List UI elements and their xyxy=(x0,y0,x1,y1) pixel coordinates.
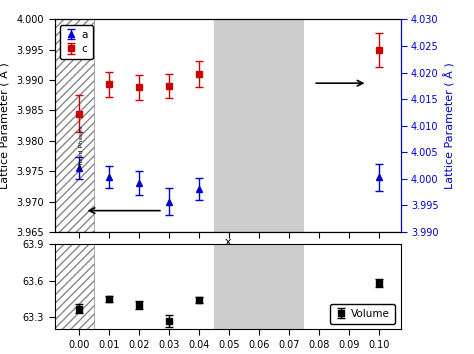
Y-axis label: Lattice Parameter ( Å ): Lattice Parameter ( Å ) xyxy=(444,62,456,189)
Legend: a, c: a, c xyxy=(60,25,93,59)
Bar xyxy=(55,19,94,232)
Text: Mixed Phases: Mixed Phases xyxy=(79,126,84,168)
Y-axis label: Lattice Parameter ( Å ): Lattice Parameter ( Å ) xyxy=(0,62,11,189)
Text: x: x xyxy=(224,238,231,247)
Legend: Volume: Volume xyxy=(330,304,395,324)
Bar xyxy=(55,19,94,232)
Bar xyxy=(214,19,304,232)
Bar xyxy=(55,244,94,329)
Bar xyxy=(214,244,304,329)
Bar xyxy=(55,244,94,329)
